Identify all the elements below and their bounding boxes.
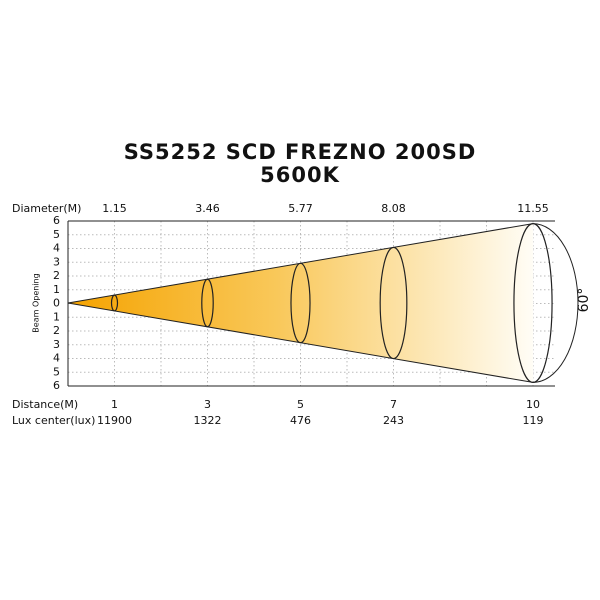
diameter-value: 8.08: [381, 202, 406, 215]
tick-label: 5: [53, 365, 60, 378]
beam-section: [379, 246, 408, 360]
distance-value: 5: [297, 398, 304, 411]
diameter-value: 3.46: [195, 202, 220, 215]
diameter-value: 5.77: [288, 202, 313, 215]
angle-label: 60°: [576, 288, 592, 313]
lux-value: 119: [523, 414, 544, 427]
distance-label: Distance(M): [12, 398, 78, 411]
tick-label: 1: [53, 310, 60, 323]
beam-cone: [68, 223, 533, 383]
lux-value: 243: [383, 414, 404, 427]
distance-value: 10: [526, 398, 540, 411]
diameter-value: 11.55: [517, 202, 549, 215]
tick-label: 2: [53, 324, 60, 337]
tick-label: 6: [53, 379, 60, 392]
distance-value: 1: [111, 398, 118, 411]
axis-label: Beam Opening: [32, 273, 41, 332]
tick-label: 2: [53, 269, 60, 282]
title: SS5252 SCD FREZNO 200SD: [124, 140, 477, 164]
distance-value: 7: [390, 398, 397, 411]
tick-label: 4: [53, 242, 60, 255]
tick-label: 3: [53, 338, 60, 351]
beam-section: [110, 294, 119, 312]
tick-label: 3: [53, 255, 60, 268]
lux-value: 476: [290, 414, 311, 427]
tick-label: 4: [53, 352, 60, 365]
diameter-label: Diameter(M): [12, 202, 81, 215]
tick-label: 0: [53, 297, 60, 310]
beam-section: [290, 262, 311, 344]
beam-section: [201, 278, 214, 328]
tick-label: 5: [53, 228, 60, 241]
subtitle: 5600K: [260, 163, 340, 187]
tick-label: 1: [53, 283, 60, 296]
tick-label: 6: [53, 214, 60, 227]
lux-value: 11900: [97, 414, 132, 427]
distance-value: 3: [204, 398, 211, 411]
lux-label: Lux center(lux): [12, 414, 95, 427]
diameter-value: 1.15: [102, 202, 127, 215]
lux-value: 1322: [194, 414, 222, 427]
angle-arc: [532, 223, 579, 383]
